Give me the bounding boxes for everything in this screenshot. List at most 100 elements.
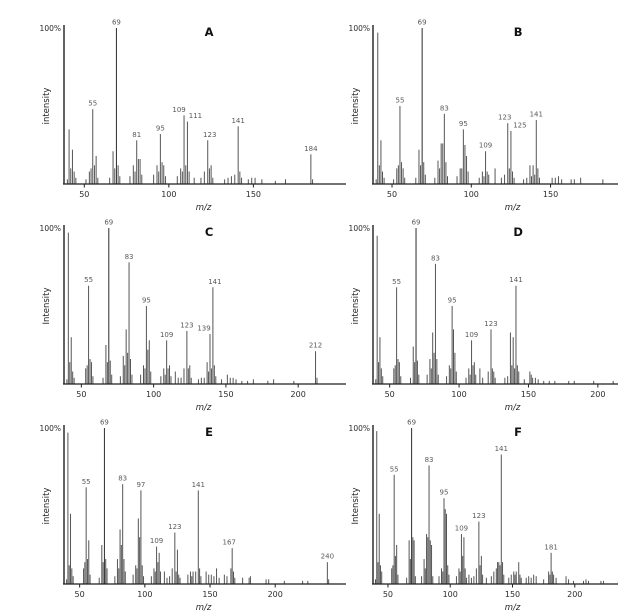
x-tick-label: 150 [505, 590, 520, 599]
x-tick-label: 200 [567, 590, 582, 599]
spectrum-panel-a: 50 100 150 100% intensity m/z A 55 69 81 95 109 111 1… [40, 16, 349, 216]
peak-label: 109 [172, 106, 185, 114]
peak-label: 95 [448, 297, 457, 305]
peak-label: 141 [208, 278, 221, 286]
peak-label: 111 [189, 112, 202, 120]
spectrum-plot-b: 50100150200100%intensitym/zB556983951091… [349, 19, 618, 213]
peak-label: 139 [197, 325, 210, 333]
x-tick-label: 100 [161, 190, 176, 199]
spectrum-panel-d: 50 100 150 200 100% intensity m/z D 55 69 83 95 109 1… [349, 216, 618, 416]
peak-label: 55 [395, 97, 404, 105]
spectrum-panel-e: 50 100 150 200 100% intensity m/z E 55 69 83 97 109 1… [40, 416, 349, 616]
panel-letter: C [205, 225, 213, 239]
peak-label: 83 [431, 254, 440, 262]
x-tick-label: 200 [590, 390, 605, 399]
x-axis-title: m/z [196, 603, 212, 613]
x-tick-label: 150 [543, 190, 558, 199]
peak-label: 141 [231, 117, 244, 125]
panel-letter: E [205, 425, 213, 439]
peak-label: 109 [479, 142, 492, 150]
panel-letter: B [514, 25, 523, 39]
x-tick-label: 50 [75, 590, 85, 599]
peak-label: 55 [82, 478, 91, 486]
peak-label: 69 [418, 19, 427, 27]
peak-label: 81 [132, 131, 141, 139]
peak-bars [66, 428, 330, 584]
peak-label: 83 [118, 475, 127, 483]
x-tick-label: 50 [79, 190, 89, 199]
peak-label: 95 [459, 120, 468, 128]
y-max-label: 100% [40, 224, 61, 233]
peak-bars [66, 228, 318, 384]
peak-bars [66, 28, 314, 184]
peak-bars [374, 428, 618, 584]
peak-label: 141 [192, 481, 205, 489]
peak-label: 83 [425, 456, 434, 464]
spectrum-plot-f: 50 100 150 200 100% Intensity m/z F 55 69 83 95 109 1… [349, 419, 618, 613]
spectrum-panel-b: 50100150200100%intensitym/zB556983951091… [349, 16, 618, 216]
y-axis-title: Intensity [351, 488, 361, 525]
x-tick-label: 150 [246, 190, 261, 199]
mass-spectra-figure: 50 100 150 100% intensity m/z A 55 69 81 95 109 111 1… [40, 16, 618, 613]
y-max-label: 100% [349, 424, 370, 433]
x-tick-label: 150 [202, 590, 217, 599]
spectrum-plot-e: 50 100 150 200 100% intensity m/z E 55 69 83 97 109 1… [40, 419, 346, 613]
peak-label: 55 [88, 100, 97, 108]
x-tick-label: 150 [521, 390, 536, 399]
peak-label: 69 [407, 419, 416, 427]
panel-letter: D [513, 225, 523, 239]
peak-label: 95 [142, 297, 151, 305]
x-tick-label: 100 [464, 190, 479, 199]
peak-label: 123 [484, 320, 497, 328]
y-max-label: 100% [40, 24, 61, 33]
peak-label: 123 [168, 523, 181, 531]
x-axis-title: m/z [505, 403, 521, 413]
peak-label: 109 [150, 537, 163, 545]
x-axis-title: m/z [196, 403, 212, 413]
x-tick-label: 50 [76, 390, 86, 399]
peak-label: 141 [509, 276, 522, 284]
peak-label: 69 [412, 219, 421, 227]
spectrum-plot-a: 50 100 150 100% intensity m/z A 55 69 81 95 109 111 1… [40, 19, 346, 213]
peak-label: 123 [498, 114, 511, 122]
x-tick-label: 50 [383, 590, 393, 599]
x-axis-title: m/z [196, 203, 212, 213]
panel-letter: F [514, 425, 522, 439]
peak-label: 181 [544, 543, 557, 551]
peak-label: 125 [513, 121, 526, 129]
peak-label: 97 [136, 481, 145, 489]
x-tick-label: 200 [268, 590, 283, 599]
peak-label: 69 [100, 419, 109, 427]
y-axis-title: intensity [42, 88, 52, 125]
y-axis-title: Intensity [42, 288, 52, 325]
y-max-label: 100% [40, 424, 61, 433]
y-max-label: 100% [349, 24, 370, 33]
peak-bars [375, 228, 614, 384]
spectrum-panel-f: 50 100 150 200 100% Intensity m/z F 55 69 83 95 109 1… [349, 416, 618, 616]
peak-label: 55 [390, 465, 399, 473]
spectrum-panel-c: 50 100 150 200 100% Intensity m/z C 55 69 83 95 109 1… [40, 216, 349, 416]
x-tick-label: 150 [218, 390, 233, 399]
x-tick-label: 100 [443, 590, 458, 599]
x-tick-label: 50 [387, 190, 397, 199]
peak-label: 69 [112, 19, 121, 27]
peak-label: 184 [304, 145, 318, 153]
peak-label: 167 [222, 539, 235, 547]
peak-label: 69 [104, 219, 113, 227]
peak-label: 109 [455, 525, 468, 533]
peak-label: 83 [125, 253, 134, 261]
x-axis-title: m/z [505, 603, 521, 613]
peak-label: 240 [321, 553, 334, 561]
x-tick-label: 200 [291, 390, 306, 399]
peak-label: 95 [440, 489, 449, 497]
x-tick-label: 100 [137, 590, 152, 599]
spectrum-plot-d: 50 100 150 200 100% intensity m/z D 55 69 83 95 109 1… [349, 219, 618, 413]
peak-label: 123 [180, 321, 193, 329]
y-axis-title: intensity [42, 488, 52, 525]
peak-label: 123 [472, 512, 485, 520]
panel-letter: A [205, 25, 214, 39]
x-tick-label: 100 [146, 390, 161, 399]
peak-label: 83 [440, 104, 449, 112]
spectrum-plot-c: 50 100 150 200 100% Intensity m/z C 55 69 83 95 109 1… [40, 219, 346, 413]
peak-bars [375, 28, 604, 184]
